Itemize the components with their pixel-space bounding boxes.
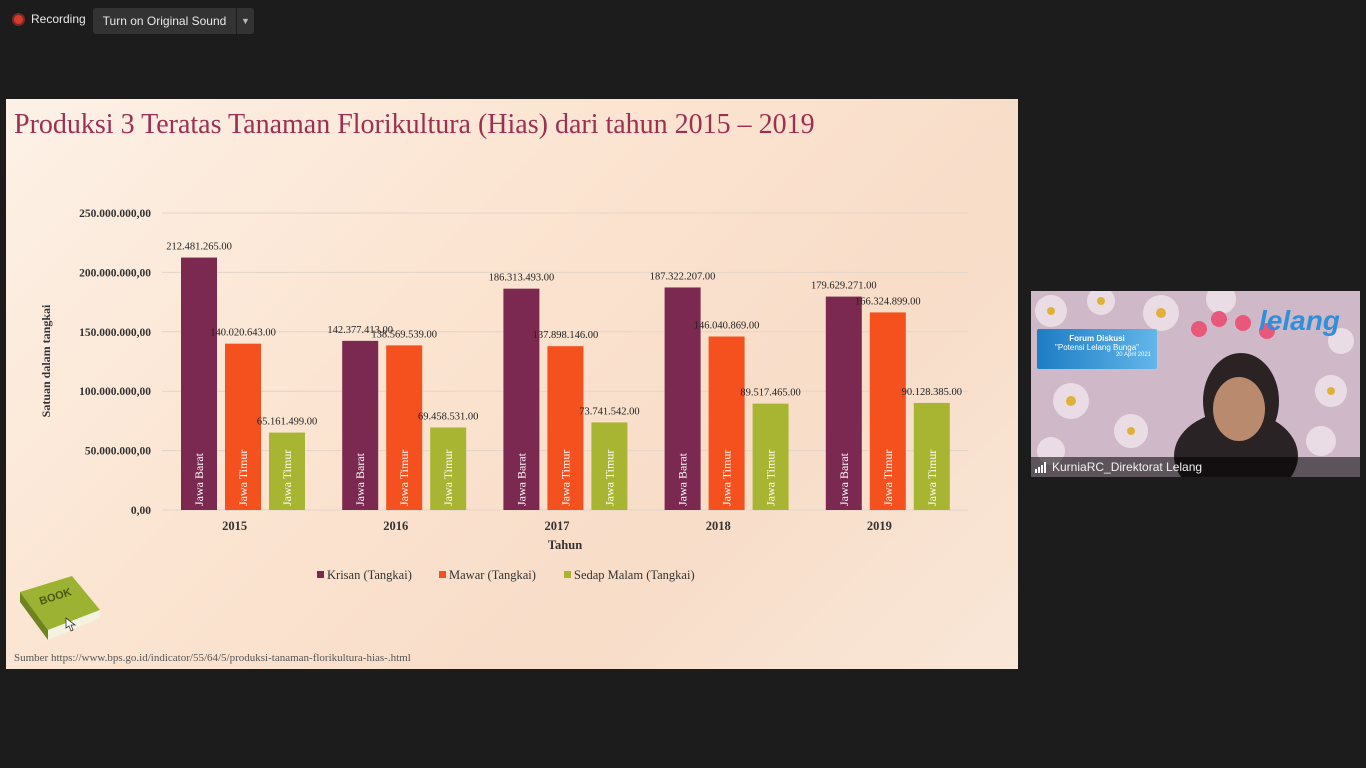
data-label: 65.161.499.00 (257, 417, 317, 428)
data-label: 69.458.531.00 (418, 411, 478, 422)
data-label: 179.629.271.00 (811, 281, 877, 292)
y-tick-label: 150.000.000,00 (79, 327, 151, 339)
legend-swatch (439, 571, 446, 578)
legend-swatch (317, 571, 324, 578)
brand-logo: lelang (1259, 305, 1340, 336)
legend-entry: Krisan (Tangkai) (327, 568, 412, 582)
forum-subtitle: "Potensi Lelang Bunga" (1055, 343, 1139, 352)
bar (386, 345, 423, 510)
record-icon (12, 12, 25, 26)
bar (591, 422, 628, 510)
bar (342, 340, 379, 510)
bar-region-label: Jawa Barat (676, 452, 690, 506)
x-tick-label: 2015 (222, 519, 247, 533)
data-label: 212.481.265.00 (166, 242, 232, 253)
forum-banner: Forum Diskusi "Potensi Lelang Bunga" 20 … (1037, 329, 1157, 369)
data-label: 90.128.385.00 (902, 387, 962, 398)
bar (752, 403, 789, 510)
bar (547, 346, 584, 510)
y-tick-label: 250.000.000,00 (79, 208, 151, 220)
data-label: 187.322.207.00 (650, 271, 716, 282)
recording-label: Recording (31, 12, 86, 26)
bar-region-label: Jawa Timur (441, 450, 455, 506)
data-label: 73.741.542.00 (579, 406, 639, 417)
bar-region-label: Jawa Timur (397, 450, 411, 506)
y-tick-label: 200.000.000,00 (79, 267, 151, 279)
bar (825, 296, 862, 510)
original-sound-button[interactable]: Turn on Original Sound (93, 8, 236, 34)
forum-title: Forum Diskusi (1069, 334, 1125, 343)
bar-region-label: Jawa Barat (353, 452, 367, 506)
data-label: 142.377.413.00 (327, 325, 393, 336)
data-label: 89.517.465.00 (740, 388, 800, 399)
source-citation: Sumber https://www.bps.go.id/indicator/5… (14, 652, 411, 664)
legend-entry: Mawar (Tangkai) (449, 568, 536, 582)
x-tick-label: 2018 (706, 519, 731, 533)
x-tick-label: 2016 (383, 519, 408, 533)
recording-indicator[interactable]: Recording (12, 12, 86, 26)
data-label: 146.040.869.00 (694, 321, 760, 332)
x-tick-label: 2019 (867, 519, 892, 533)
bar-region-label: Jawa Barat (192, 452, 206, 506)
bar (181, 257, 217, 510)
legend-entry: Sedap Malam (Tangkai) (574, 568, 695, 582)
bar-region-label: Jawa Timur (925, 450, 939, 506)
bar-region-label: Jawa Timur (236, 450, 250, 506)
forum-date: 20 April 2021 (1115, 352, 1151, 358)
x-tick-label: 2017 (545, 519, 570, 533)
bar-region-label: Jawa Barat (837, 452, 851, 506)
bar-region-label: Jawa Timur (602, 450, 616, 506)
y-tick-label: 100.000.000,00 (79, 386, 151, 398)
signal-icon (1035, 461, 1046, 473)
book-icon[interactable]: BOOK (16, 574, 106, 646)
participant-video-tile[interactable]: Forum Diskusi "Potensi Lelang Bunga" 20 … (1031, 291, 1360, 477)
y-tick-label: 50.000.000,00 (85, 446, 151, 458)
bar (269, 432, 305, 510)
bar (430, 427, 467, 510)
bar-region-label: Jawa Timur (764, 450, 778, 506)
data-label: 186.313.493.00 (489, 273, 555, 284)
legend-swatch (564, 571, 571, 578)
bar-region-label: Jawa Timur (881, 450, 895, 506)
bar (225, 343, 261, 510)
bar-region-label: Jawa Timur (280, 450, 294, 506)
bar-chart: 0,00 50.000.000,00 100.000.000,00 150.000.0… (39, 208, 968, 582)
bar (708, 336, 745, 510)
participant-name: KurniaRC_Direktorat Lelang (1052, 460, 1203, 474)
data-label: 140.020.643.00 (210, 328, 276, 339)
slide-title: Produksi 3 Teratas Tanaman Florikultura … (14, 109, 815, 140)
participant-name-bar: KurniaRC_Direktorat Lelang (1031, 457, 1360, 477)
bar-region-label: Jawa Timur (558, 450, 572, 506)
data-label: 138.569.539.00 (371, 329, 437, 340)
data-label: 137.898.146.00 (533, 330, 599, 341)
shared-slide: Produksi 3 Teratas Tanaman Florikultura … (6, 99, 1018, 669)
bar-region-label: Jawa Barat (514, 452, 528, 506)
y-axis-label: Satuan dalam tangkai (39, 304, 53, 417)
bar (913, 402, 950, 510)
bar (869, 312, 906, 510)
y-tick-label: 0,00 (131, 505, 151, 517)
bar (503, 288, 540, 510)
chevron-down-icon[interactable]: ▼ (237, 8, 254, 34)
data-label: 166.324.899.00 (855, 296, 921, 307)
bar-region-label: Jawa Timur (720, 450, 734, 506)
meeting-toolbar: Recording Turn on Original Sound ▼ (0, 0, 1366, 42)
x-axis-label: Tahun (548, 538, 582, 552)
bar (664, 287, 701, 510)
